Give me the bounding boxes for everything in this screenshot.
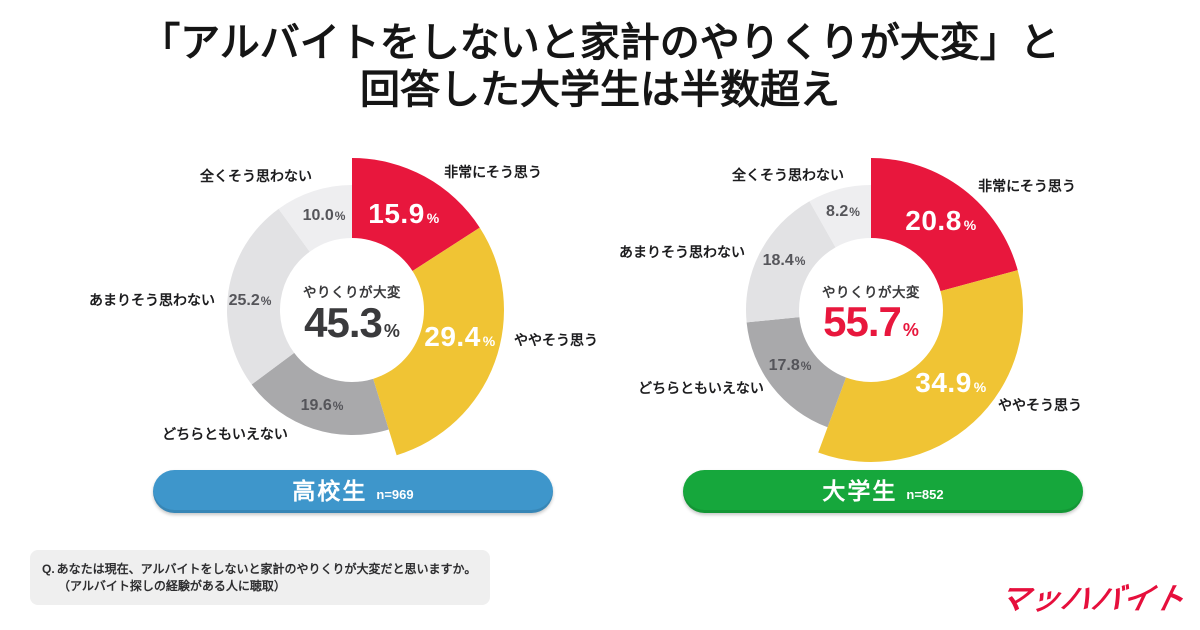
donut-slice xyxy=(251,352,389,436)
donut-center-label-univ: やりくりが大変 xyxy=(822,285,920,300)
page-title-line1: 「アルバイトをしないと家計のやりくりが大変」と xyxy=(140,21,1060,65)
slice-label-somewhat-disagree-univ: あまりそう思わない xyxy=(619,244,745,260)
slice-label-neutral-hs: どちらともいえない xyxy=(162,426,288,442)
question-text: あなたは現在、アルバイトをしないと家計のやりくりが大変だと思いますか。 xyxy=(56,562,477,576)
donut-slice xyxy=(746,201,836,323)
slice-value-strongly-disagree-univ: 8.2% xyxy=(826,203,860,220)
donut-slice xyxy=(809,185,871,248)
slice-value-somewhat-disagree-hs: 25.2% xyxy=(228,292,272,309)
survey-question-line1: Q. あなたは現在、アルバイトをしないと家計のやりくりが大変だと思いますか。 xyxy=(42,561,478,578)
slice-label-strongly-agree-hs: 非常にそう思う xyxy=(444,164,542,180)
slice-value-neutral-univ: 17.8% xyxy=(768,357,812,374)
donut-slice xyxy=(373,227,504,456)
group-badge-label-hs: 高校生 xyxy=(292,478,368,504)
donut-slice xyxy=(227,208,310,385)
page-title: 「アルバイトをしないと家計のやりくりが大変」と 回答した大学生は半数超え xyxy=(0,20,1200,114)
slice-value-somewhat-agree-hs: 29.4% xyxy=(424,321,496,352)
slice-label-strongly-agree-univ: 非常にそう思う xyxy=(978,178,1076,194)
slice-label-somewhat-disagree-hs: あまりそう思わない xyxy=(89,292,215,308)
group-badge-sample-univ: n=852 xyxy=(906,487,944,502)
donut-center-value-univ: 55.7% xyxy=(823,298,919,345)
group-badge-highschool: 高校生 n=969 xyxy=(153,470,553,513)
slice-label-strongly-disagree-hs: 全くそう思わない xyxy=(200,168,312,184)
donut-slice xyxy=(352,158,480,271)
slice-label-neutral-univ: どちらともいえない xyxy=(638,380,764,396)
question-prefix: Q. xyxy=(42,562,55,576)
donut-slice xyxy=(818,270,1024,462)
group-badge-sample-hs: n=969 xyxy=(376,487,414,502)
donut-slice xyxy=(746,317,846,428)
slice-value-strongly-agree-hs: 15.9% xyxy=(368,198,440,229)
donut-slice xyxy=(278,185,352,252)
donut-chart-highschool xyxy=(227,158,504,456)
slice-value-strongly-agree-univ: 20.8% xyxy=(905,205,977,236)
survey-question-box: Q. あなたは現在、アルバイトをしないと家計のやりくりが大変だと思いますか。 （ア… xyxy=(30,550,490,605)
donut-center-value-hs: 45.3% xyxy=(304,299,400,346)
slice-value-somewhat-agree-univ: 34.9% xyxy=(915,367,987,398)
survey-question-note: （アルバイト探しの経験がある人に聴取） xyxy=(58,579,286,593)
page-title-line2: 回答した大学生は半数超え xyxy=(360,68,840,112)
slice-value-neutral-hs: 19.6% xyxy=(300,397,344,414)
slice-value-strongly-disagree-hs: 10.0% xyxy=(302,207,346,224)
donut-chart-university xyxy=(746,158,1024,462)
donut-slice xyxy=(871,158,1018,292)
machbaito-logo: マッハバイト xyxy=(995,583,1190,616)
slice-label-strongly-disagree-univ: 全くそう思わない xyxy=(732,167,844,183)
group-badge-label-univ: 大学生 xyxy=(822,478,898,504)
donut-center-label-hs: やりくりが大変 xyxy=(303,285,401,300)
slice-label-somewhat-agree-hs: ややそう思う xyxy=(514,332,598,348)
group-badge-university: 大学生 n=852 xyxy=(683,470,1083,513)
slice-label-somewhat-agree-univ: ややそう思う xyxy=(998,397,1082,413)
slice-value-somewhat-disagree-univ: 18.4% xyxy=(762,252,806,269)
